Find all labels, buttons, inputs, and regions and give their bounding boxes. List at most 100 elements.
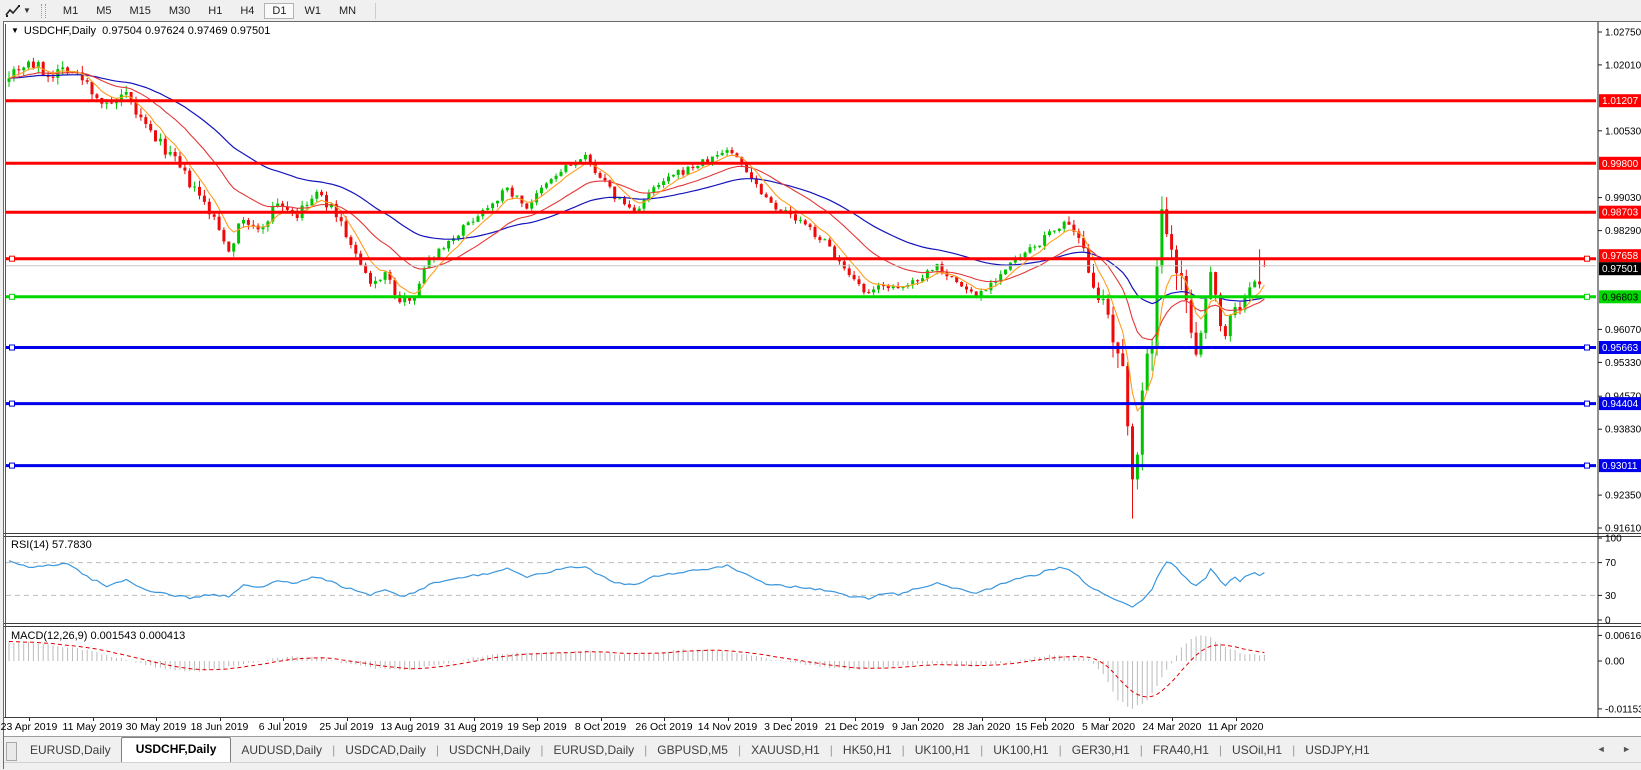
- chart-tab-hk50-h1[interactable]: HK50,H1: [842, 743, 892, 757]
- svg-text:0.99030: 0.99030: [1605, 193, 1641, 204]
- tab-corner-button[interactable]: [6, 742, 17, 761]
- chart-tab-bar: EURUSD,Daily USDCHF,Daily AUDUSD,Daily | USD…: [4, 736, 1641, 762]
- tab-separator: |: [540, 743, 544, 757]
- tab-separator: |: [644, 743, 648, 757]
- svg-text:0.95330: 0.95330: [1605, 358, 1641, 369]
- timeframe-button-mn[interactable]: MN: [338, 4, 357, 17]
- date-label: 18 Jun 2019: [190, 721, 249, 733]
- tab-separator: |: [901, 743, 905, 757]
- tab-separator: |: [1218, 743, 1223, 757]
- chart-canvas[interactable]: 1.02750 1.02010 1.00530 0.99030 0.98290 0.960…: [4, 22, 1641, 718]
- chart-window: 1.02750 1.02010 1.00530 0.99030 0.98290 0.960…: [0, 21, 1641, 770]
- date-axis-tick: [29, 718, 30, 721]
- tab-separator: |: [1139, 743, 1143, 757]
- date-axis-tick: [981, 718, 983, 721]
- timeframe-button-h1[interactable]: H1: [208, 4, 223, 17]
- date-axis-tick: [664, 718, 665, 721]
- date-axis-tick: [346, 718, 348, 721]
- tab-separator: |: [829, 743, 833, 757]
- chart-tabs: EURUSD,Daily USDCHF,Daily AUDUSD,Daily | USD…: [20, 737, 1380, 762]
- chart-tab-uk100-h1[interactable]: UK100,H1: [993, 743, 1049, 757]
- chart-tab-fra40-h1[interactable]: FRA40,H1: [1152, 743, 1209, 757]
- chart-tab-usdjpy-h1[interactable]: USDJPY,H1: [1305, 743, 1370, 757]
- svg-text:1.01207: 1.01207: [1602, 96, 1639, 107]
- date-axis-tick: [283, 718, 284, 721]
- tab-separator: |: [737, 743, 742, 757]
- date-axis-tick: [410, 718, 411, 721]
- date-label: 6 Jul 2019: [258, 721, 308, 733]
- timeframe-buttons: M1 M5 M15 M30 H1 H4 D1 W1 MN: [54, 2, 365, 19]
- chart-title: ▼ USDCHF,Daily 0.97504 0.97624 0.97469 0.…: [11, 25, 270, 37]
- svg-text:0.96070: 0.96070: [1605, 325, 1641, 336]
- tool-dropdown-caret-icon[interactable]: ▼: [23, 6, 31, 15]
- chart-title-symbol: USDCHF,Daily: [23, 25, 97, 37]
- chart-tab-usdcnh-daily[interactable]: USDCNH,Daily: [449, 743, 531, 757]
- date-label: 31 Aug 2019: [444, 721, 503, 733]
- date-axis-tick: [854, 718, 856, 721]
- timeframe-button-h4[interactable]: H4: [240, 4, 255, 17]
- svg-text:0.93830: 0.93830: [1605, 425, 1641, 436]
- svg-text:1.02750: 1.02750: [1605, 28, 1641, 39]
- timeframe-button-m5[interactable]: M5: [96, 4, 112, 17]
- tab-separator: |: [332, 743, 336, 757]
- timeframe-button-w1[interactable]: W1: [304, 4, 321, 17]
- timeframe-button-m1[interactable]: M1: [62, 4, 79, 17]
- date-label: 24 Mar 2020: [1142, 721, 1202, 733]
- chart-tab-eurusd-daily[interactable]: EURUSD,Daily: [30, 743, 111, 757]
- svg-text:0.98703: 0.98703: [1602, 208, 1639, 219]
- date-axis-tick: [600, 718, 602, 721]
- chart-title-ohlc: 0.97504 0.97624 0.97469 0.97501: [102, 25, 271, 37]
- date-label: 13 Aug 2019: [380, 721, 440, 733]
- svg-text:1.00530: 1.00530: [1605, 126, 1641, 137]
- date-axis-tick: [1108, 718, 1110, 721]
- date-axis-tick: [156, 718, 157, 721]
- date-axis-tick: [1045, 718, 1046, 721]
- tab-scroll-left-icon[interactable]: ◄: [1596, 744, 1606, 754]
- tab-separator: |: [1292, 743, 1296, 757]
- date-label: 30 May 2019: [125, 721, 187, 733]
- chart-tab-gbpusd-m5[interactable]: GBPUSD,M5: [657, 743, 728, 757]
- chart-tool-icon[interactable]: [4, 3, 22, 19]
- svg-text:0.96803: 0.96803: [1602, 292, 1639, 303]
- date-label: 3 Dec 2019: [764, 721, 818, 733]
- date-label: 26 Oct 2019: [635, 721, 693, 733]
- svg-text:-0.011531: -0.011531: [1605, 704, 1641, 715]
- tab-separator: |: [435, 743, 439, 757]
- chart-tab-usdcad-daily[interactable]: USDCAD,Daily: [345, 743, 426, 757]
- svg-text:0.97501: 0.97501: [1602, 264, 1639, 275]
- chart-tab-ger30-h1[interactable]: GER30,H1: [1071, 743, 1130, 757]
- svg-text:1.02010: 1.02010: [1605, 60, 1641, 71]
- date-label: 23 Apr 2019: [0, 721, 58, 733]
- date-axis-tick: [219, 718, 221, 721]
- tab-scroll-arrows: ◄ ►: [1583, 744, 1631, 754]
- date-axis-tick: [918, 718, 919, 721]
- svg-text:0.92350: 0.92350: [1605, 491, 1641, 502]
- chart-tab-usdchf-daily[interactable]: USDCHF,Daily: [120, 737, 232, 762]
- timeframe-button-m30[interactable]: M30: [168, 4, 191, 17]
- tab-scroll-right-icon[interactable]: ►: [1622, 744, 1631, 754]
- timeframe-button-d1[interactable]: D1: [264, 2, 295, 19]
- date-label: 15 Feb 2020: [1015, 721, 1075, 733]
- svg-text:0.95663: 0.95663: [1602, 343, 1639, 354]
- date-axis-tick: [727, 718, 729, 721]
- macd-indicator-label: MACD(12,26,9) 0.001543 0.000413: [11, 630, 186, 642]
- date-label: 25 Jul 2019: [319, 721, 374, 733]
- price-chart[interactable]: 1.02750 1.02010 1.00530 0.99030 0.98290 0.960…: [4, 22, 1641, 718]
- chart-tab-eurusd-daily[interactable]: EURUSD,Daily: [553, 743, 635, 757]
- tab-separator: |: [980, 743, 984, 757]
- chart-tab-uk100-h1[interactable]: UK100,H1: [914, 743, 971, 757]
- chart-tab-usoil-h1[interactable]: USOil,H1: [1232, 743, 1283, 757]
- date-label: 14 Nov 2019: [697, 721, 758, 733]
- svg-text:30: 30: [1605, 591, 1617, 602]
- chart-menu-caret-icon[interactable]: ▼: [11, 26, 19, 35]
- svg-text:100: 100: [1605, 534, 1622, 545]
- timeframe-button-m15[interactable]: M15: [129, 4, 151, 17]
- date-axis[interactable]: 23 Apr 2019 11 May 2019 30 May 2019 18 Jun …: [0, 718, 1641, 736]
- date-axis-tick: [791, 718, 792, 721]
- date-label: 11 May 2019: [62, 721, 123, 733]
- chart-tab-audusd-daily[interactable]: AUDUSD,Daily: [241, 743, 323, 757]
- svg-text:0.98290: 0.98290: [1605, 226, 1641, 237]
- chart-tab-xauusd-h1[interactable]: XAUUSD,H1: [751, 743, 820, 757]
- svg-text:0.94404: 0.94404: [1602, 399, 1639, 410]
- date-axis-tick: [92, 718, 94, 721]
